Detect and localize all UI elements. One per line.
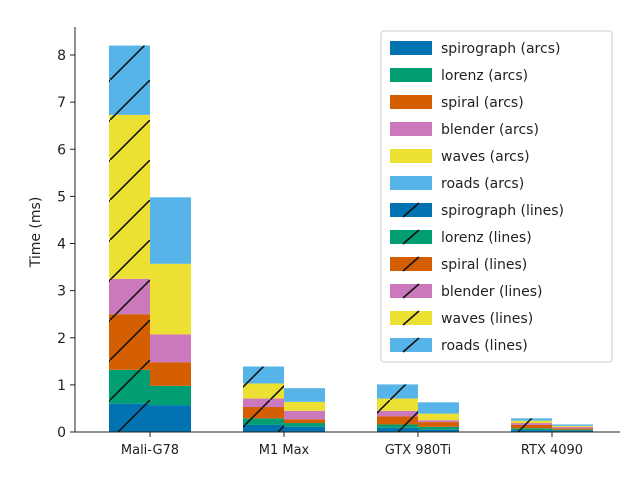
legend-hatch — [402, 229, 420, 245]
bar-segment-waves-arcs-1 — [284, 401, 325, 411]
bar-hatch-roads-2 — [377, 384, 418, 399]
bar-hatch-spirograph-3 — [511, 430, 552, 432]
legend-hatch — [402, 202, 420, 218]
legend-label: roads (lines) — [441, 338, 528, 354]
bar-segment-lorenz-arcs-2 — [418, 426, 459, 430]
bar-hatch-spiral-2 — [377, 416, 418, 425]
bar-segment-waves-arcs-0 — [150, 263, 191, 335]
bar-hatch-spirograph-1 — [243, 424, 284, 432]
x-tick-label: RTX 4090 — [521, 443, 583, 458]
bar-hatch-blender-0 — [109, 278, 150, 315]
legend-hatch — [402, 283, 420, 299]
bar-hatch-lorenz-0 — [109, 369, 150, 404]
y-tick-label: 6 — [57, 142, 66, 158]
bar-segment-roads-arcs-0 — [150, 197, 191, 264]
bar-segment-spiral-arcs-1 — [284, 419, 325, 424]
bar-segment-roads-arcs-2 — [418, 402, 459, 414]
legend-label: lorenz (lines) — [441, 230, 532, 246]
legend-swatch-1 — [390, 68, 432, 82]
bar-hatch-spiral-0 — [109, 314, 150, 370]
legend-hatch — [402, 310, 420, 326]
y-tick-label: 7 — [57, 95, 66, 111]
legend-box — [380, 30, 613, 363]
bar-hatch-spiral-3 — [511, 424, 552, 429]
bar-segment-roads-arcs-1 — [284, 388, 325, 402]
bar-segment-spiral-arcs-3 — [552, 428, 593, 430]
bar-hatch-waves-2 — [377, 398, 418, 411]
bar-hatch-waves-1 — [243, 383, 284, 399]
bar-segment-blender-arcs-3 — [552, 426, 593, 429]
legend-swatch-3 — [390, 122, 432, 136]
legend-swatch-4 — [390, 149, 432, 163]
axes: Mali-G78 M1 Max GTX 980Ti RTX 4090 0 1 2 3 4 5 6 7 8 — [57, 27, 620, 458]
legend-label: spirograph (lines) — [441, 203, 564, 219]
bar-segment-lorenz-arcs-0 — [150, 385, 191, 406]
legend-hatch — [402, 256, 420, 272]
bar-hatch-spiral-1 — [243, 407, 284, 419]
bar-hatch-lorenz-3 — [511, 428, 552, 431]
bar-hatch-roads-1 — [243, 366, 284, 384]
legend-label: spiral (lines) — [441, 257, 527, 273]
y-tick-label: 8 — [57, 48, 66, 64]
legend-label: lorenz (arcs) — [441, 68, 528, 84]
bar-hatch-spirograph-2 — [377, 427, 418, 432]
legend-swatch-2 — [390, 95, 432, 109]
legend-label: spiral (arcs) — [441, 95, 524, 111]
legend-label: blender (arcs) — [441, 122, 539, 138]
x-tick-label: GTX 980Ti — [385, 443, 452, 458]
bar-hatch-blender-2 — [377, 410, 418, 417]
bar-hatch-waves-0 — [109, 114, 150, 279]
bar-hatch-blender-1 — [243, 398, 284, 408]
bar-segment-waves-arcs-3 — [552, 425, 593, 427]
bar-segment-lorenz-arcs-1 — [284, 423, 325, 427]
legend-swatch-5 — [390, 176, 432, 190]
legend-label: blender (lines) — [441, 284, 542, 300]
bar-segment-roads-arcs-3 — [552, 424, 593, 426]
y-axis-label: Time (ms) — [28, 197, 44, 269]
bar-segment-spirograph-arcs-1 — [284, 426, 325, 432]
y-tick-label: 0 — [57, 425, 66, 441]
x-tick-label: M1 Max — [259, 443, 310, 458]
bar-segment-blender-arcs-2 — [418, 420, 459, 423]
bar-segment-spiral-arcs-0 — [150, 362, 191, 386]
legend-label: roads (arcs) — [441, 176, 524, 192]
legend-label: spirograph (arcs) — [441, 41, 560, 57]
y-tick-label: 3 — [57, 284, 66, 300]
bars-layer — [109, 45, 593, 432]
bar-hatch-blender-3 — [511, 423, 552, 425]
bar-segment-waves-arcs-2 — [418, 413, 459, 421]
bar-hatch-lorenz-1 — [243, 418, 284, 425]
bar-hatch-spirograph-0 — [109, 403, 150, 432]
legend-label: waves (arcs) — [441, 149, 530, 165]
y-tick-label: 4 — [57, 237, 66, 253]
bar-hatch-waves-3 — [511, 420, 552, 424]
bar-segment-lorenz-arcs-3 — [552, 429, 593, 431]
bar-segment-spirograph-arcs-3 — [552, 430, 593, 432]
y-tick-label: 1 — [57, 378, 66, 394]
bar-hatch-roads-3 — [511, 418, 552, 421]
legend-label: waves (lines) — [441, 311, 533, 327]
legend-swatch-0 — [390, 41, 432, 55]
bar-segment-spirograph-arcs-0 — [150, 405, 191, 432]
bar-segment-blender-arcs-0 — [150, 334, 191, 363]
y-tick-label: 2 — [57, 331, 66, 347]
legend: spirograph (arcs) lorenz (arcs) spiral (ar… — [380, 30, 613, 363]
bar-segment-spirograph-arcs-2 — [418, 429, 459, 432]
bar-hatch-roads-0 — [109, 45, 150, 115]
bar-hatch-lorenz-2 — [377, 424, 418, 428]
bar-segment-blender-arcs-1 — [284, 410, 325, 420]
legend-hatch — [402, 337, 420, 353]
bar-segment-spiral-arcs-2 — [418, 422, 459, 427]
y-tick-label: 5 — [57, 189, 66, 205]
x-tick-label: Mali-G78 — [121, 443, 179, 458]
